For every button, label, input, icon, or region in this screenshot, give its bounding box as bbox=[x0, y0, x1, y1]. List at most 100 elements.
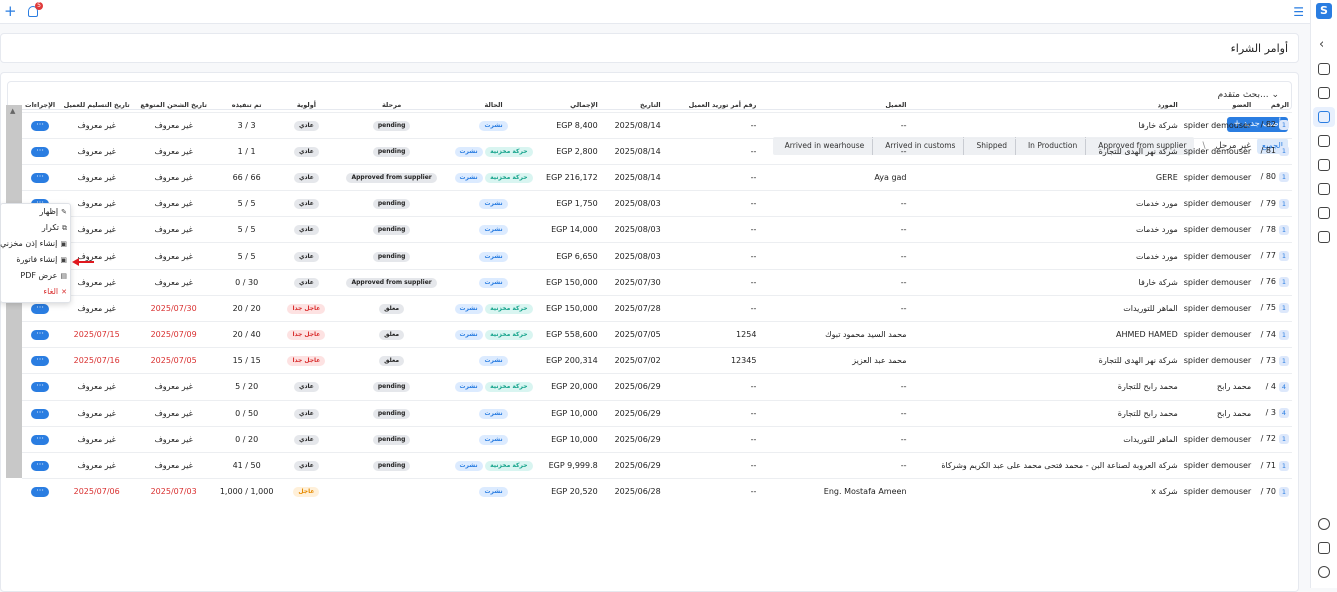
supplier-name: مورد خدمات bbox=[1135, 251, 1178, 261]
status-badge: نشرت bbox=[454, 172, 483, 183]
cell-client: -- bbox=[759, 373, 910, 401]
table-row[interactable]: 171 /spider demouser شركة العروبة لصناعة … bbox=[22, 451, 1292, 479]
status-badge: نشرت bbox=[479, 199, 508, 210]
menu-item-show[interactable]: ✎إظهار bbox=[1, 204, 70, 220]
row-index-badge: 1 bbox=[1279, 146, 1289, 157]
cell-done: 20 / 0 bbox=[212, 425, 282, 453]
table-row[interactable]: 181 /spider demouser شركة نهر الهدى للتجا… bbox=[22, 137, 1292, 165]
table-row[interactable]: 173 /spider demouser شركة نهر الهدى للتجا… bbox=[22, 347, 1292, 374]
window-icon[interactable] bbox=[1318, 542, 1330, 554]
expected-shipping: غير معروف bbox=[154, 146, 193, 156]
actions-button[interactable]: ··· bbox=[31, 172, 50, 183]
reports-icon[interactable] bbox=[1318, 135, 1330, 147]
cell-actions: ··· bbox=[22, 373, 59, 401]
add-icon[interactable]: + bbox=[4, 2, 17, 20]
table-row[interactable]: 176 /spider demouser شركة خارفا -- -- 2025/0… bbox=[22, 268, 1292, 296]
table-row[interactable]: 178 /spider demouser مورد خدمات -- -- 2025/0… bbox=[22, 216, 1292, 243]
stage-badge: Approved from supplier bbox=[346, 172, 437, 183]
row-number: 3 / bbox=[1265, 408, 1276, 418]
inventory-icon[interactable] bbox=[1318, 87, 1330, 99]
table-row[interactable]: 175 /spider demouser الماهر للتوريدات -- --… bbox=[22, 294, 1292, 322]
menu-item-duplicate[interactable]: ⧉تكرار bbox=[1, 220, 70, 236]
table-row[interactable]: 182 /spider demouser شركة خارفا -- -- 2025/0… bbox=[22, 111, 1292, 139]
cell-total: EGP 8,400 bbox=[535, 111, 601, 139]
cell-done: 50 / 41 bbox=[212, 451, 282, 479]
table-row[interactable]: 177 /spider demouser مورد خدمات -- -- 2025/0… bbox=[22, 242, 1292, 270]
actions-button[interactable]: ··· bbox=[31, 487, 50, 498]
actions-button[interactable]: ··· bbox=[31, 356, 50, 367]
expected-shipping: 2025/07/03 bbox=[150, 487, 197, 497]
cell-priority: عاجل bbox=[281, 478, 332, 505]
row-number: 73 / bbox=[1260, 355, 1276, 365]
table-row[interactable]: 174 /spider demouser AHMED HAMED محمد السي… bbox=[22, 320, 1292, 348]
actions-button[interactable]: ··· bbox=[31, 330, 50, 341]
row-index-badge: 1 bbox=[1279, 120, 1289, 131]
expected-shipping: غير معروف bbox=[154, 408, 193, 418]
done-count: 3 / 3 bbox=[237, 120, 256, 130]
analytics-icon[interactable] bbox=[1318, 231, 1330, 243]
menu-icon[interactable]: ☰ bbox=[1293, 5, 1304, 19]
client-name: -- bbox=[900, 251, 907, 261]
logo[interactable]: S bbox=[1316, 3, 1332, 19]
table-row[interactable]: 170 /spider demouser شركة x Eng. Mostafa A… bbox=[22, 478, 1292, 505]
dashboard-icon[interactable] bbox=[1318, 63, 1330, 75]
cell-member: spider demouser bbox=[1180, 137, 1255, 165]
chevron-left-icon[interactable]: ‹ bbox=[1319, 37, 1325, 52]
actions-button[interactable]: ··· bbox=[31, 408, 50, 419]
users-icon[interactable] bbox=[1318, 207, 1330, 219]
gear-icon[interactable] bbox=[1318, 518, 1330, 530]
cell-done: 50 / 0 bbox=[212, 399, 282, 427]
table-row[interactable]: 179 /spider demouser مورد خدمات -- -- 2025/0… bbox=[22, 190, 1292, 217]
table-row[interactable]: 180 /spider demouser GERE Aya gad -- 2025/08… bbox=[22, 163, 1292, 191]
menu-item-create-stock-permit[interactable]: ▣إنشاء إذن مخزني bbox=[0, 236, 70, 252]
cell-member: spider demouser bbox=[1180, 268, 1255, 296]
cell-actions: ··· bbox=[22, 137, 59, 165]
actions-button[interactable]: ··· bbox=[31, 120, 50, 131]
menu-item-view-pdf[interactable]: ▤عرض PDF bbox=[1, 268, 70, 284]
hr-icon[interactable] bbox=[1318, 183, 1330, 195]
actions-button[interactable]: ··· bbox=[31, 434, 50, 445]
advanced-search[interactable]: بحث متقدم... ⌄ bbox=[7, 81, 1292, 110]
client-name: محمد عبد العزيز bbox=[852, 356, 907, 366]
table-row[interactable]: 44 /محمد رابح محمد رابح للتجارة -- -- 2025/0… bbox=[22, 373, 1292, 401]
cell-priority: عادي bbox=[281, 111, 332, 139]
cell-date: 2025/07/05 bbox=[600, 320, 664, 348]
order-total: EGP 9,999.8 bbox=[548, 461, 598, 471]
row-index-badge: 1 bbox=[1279, 460, 1289, 471]
order-date: 2025/06/29 bbox=[614, 382, 661, 392]
cell-date: 2025/08/03 bbox=[600, 242, 664, 270]
movement-badge: حركة مخزنية bbox=[485, 303, 533, 314]
menu-item-cancel[interactable]: ✕الغاء bbox=[1, 284, 70, 300]
sales-icon[interactable] bbox=[1318, 159, 1330, 171]
status-badge: نشرت bbox=[479, 277, 508, 288]
purchases-icon[interactable] bbox=[1318, 111, 1330, 123]
actions-button[interactable]: ··· bbox=[31, 461, 50, 472]
actions-button[interactable]: ··· bbox=[31, 303, 50, 314]
cell-actions: ··· bbox=[22, 451, 59, 479]
supplier-name: محمد رابح للتجارة bbox=[1117, 408, 1178, 418]
member-name: spider demouser bbox=[1183, 251, 1252, 261]
expected-shipping: 2025/07/09 bbox=[150, 330, 197, 340]
cell-supplier: شركة نهر الهدى للتجارة bbox=[909, 347, 1181, 374]
cell-client: -- bbox=[759, 294, 910, 322]
power-icon[interactable] bbox=[1318, 566, 1330, 578]
scroll-up-icon[interactable]: ▲ bbox=[10, 107, 16, 115]
bell-icon[interactable] bbox=[28, 6, 38, 17]
table-row[interactable]: 43 /محمد رابح محمد رابح للتجارة -- -- 2025/0… bbox=[22, 399, 1292, 427]
cell-total: EGP 1,750 bbox=[535, 190, 601, 217]
order-total: EGP 8,400 bbox=[556, 120, 598, 130]
actions-button[interactable]: ··· bbox=[31, 146, 50, 157]
menu-item-label: عرض PDF bbox=[20, 271, 58, 280]
menu-item-create-invoice[interactable]: ▣إنشاء فاتورة bbox=[1, 252, 70, 268]
actions-button[interactable]: ··· bbox=[31, 382, 50, 393]
cell-done: 5 / 5 bbox=[212, 216, 282, 243]
sidebar: S ‹ bbox=[1310, 0, 1337, 588]
cell-actions: ··· bbox=[22, 347, 59, 374]
table-row[interactable]: 172 /spider demouser الماهر للتوريدات -- --… bbox=[22, 425, 1292, 453]
cell-stage: pending bbox=[331, 399, 452, 427]
cell-client: -- bbox=[759, 242, 910, 270]
cell-stage: Approved from supplier bbox=[331, 163, 452, 191]
stage-badge: pending bbox=[372, 461, 411, 472]
status-badge: نشرت bbox=[454, 330, 483, 341]
row-actions-menu: ✎إظهار ⧉تكرار ▣إنشاء إذن مخزني ▣إنشاء فاتور… bbox=[0, 203, 71, 303]
